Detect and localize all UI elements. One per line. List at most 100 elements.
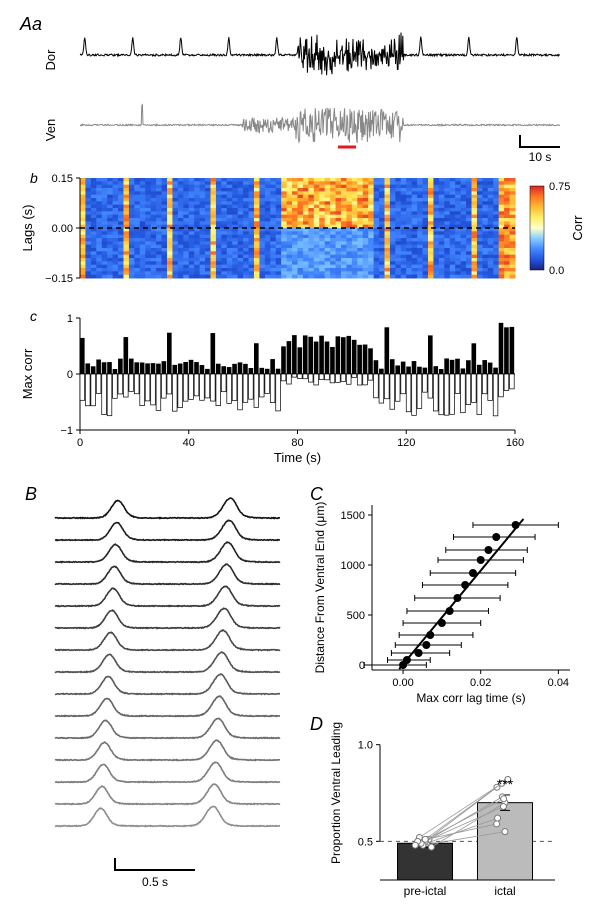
maxcorr-bar-neg [510, 374, 515, 389]
point-C [426, 631, 434, 639]
maxcorr-bar-pos [298, 347, 303, 374]
maxcorr-bar-neg [357, 374, 362, 385]
maxcorr-bar-neg [238, 374, 243, 410]
maxcorr-bar-pos [292, 335, 297, 374]
maxcorr-bar-neg [428, 374, 433, 398]
point-C [453, 594, 461, 602]
maxcorr-bar-pos [439, 369, 444, 374]
maxcorr-bar-pos [368, 348, 373, 374]
maxcorr-bar-neg [85, 374, 90, 406]
maxcorr-bar-neg [417, 374, 422, 408]
maxcorr-bar-neg [368, 374, 373, 380]
ylabel-Ac: Max corr [20, 348, 35, 399]
ven-label: Ven [43, 119, 58, 141]
point-C [477, 556, 485, 564]
colorbar [530, 186, 544, 270]
maxcorr-bar-neg [385, 374, 390, 399]
point-C [484, 546, 492, 554]
maxcorr-bar-neg [221, 374, 226, 392]
xtick-Ac: 80 [291, 437, 303, 449]
maxcorr-bar-neg [412, 374, 417, 415]
maxcorr-bar-pos [455, 359, 460, 374]
maxcorr-bar-pos [200, 365, 205, 374]
maxcorr-bar-neg [178, 374, 183, 408]
maxcorr-bar-pos [151, 363, 156, 374]
maxcorr-bar-pos [172, 365, 177, 374]
maxcorr-bar-neg [330, 374, 335, 383]
maxcorr-bar-neg [433, 374, 438, 411]
xtick-Ac: 40 [183, 437, 195, 449]
maxcorr-bar-neg [113, 374, 118, 398]
maxcorr-bar-pos [341, 337, 346, 374]
maxcorr-bar-pos [205, 369, 210, 374]
maxcorr-bar-pos [346, 336, 351, 374]
maxcorr-bar-pos [85, 363, 90, 374]
panelA-label: Aa [19, 14, 42, 34]
maxcorr-bar-pos [96, 360, 101, 374]
maxcorr-bar-pos [450, 360, 455, 374]
maxcorr-bar-neg [466, 374, 471, 405]
maxcorr-bar-neg [259, 374, 264, 397]
maxcorr-bar-neg [151, 374, 156, 405]
maxcorr-bar-pos [433, 366, 438, 374]
maxcorr-bar-pos [417, 367, 422, 374]
maxcorr-bar-pos [129, 359, 134, 374]
maxcorr-bar-neg [129, 374, 134, 391]
maxcorr-bar-pos [303, 335, 308, 374]
maxcorr-bar-pos [243, 364, 248, 374]
panelAc-label: c [30, 308, 37, 324]
maxcorr-bar-pos [189, 360, 194, 374]
maxcorr-bar-neg [352, 374, 357, 377]
maxcorr-bar-pos [265, 369, 270, 374]
maxcorr-bar-pos [183, 362, 188, 374]
maxcorr-bar-pos [308, 337, 313, 374]
maxcorr-bar-neg [346, 374, 351, 384]
maxcorr-bar-neg [499, 374, 504, 397]
maxcorr-bar-pos [352, 340, 357, 374]
maxcorr-bar-neg [167, 374, 172, 394]
maxcorr-bar-neg [374, 374, 379, 398]
maxcorr-bar-neg [461, 374, 466, 413]
point-C [403, 656, 411, 664]
maxcorr-bar-pos [178, 364, 183, 374]
maxcorr-bar-pos [281, 346, 286, 374]
maxcorr-bar-pos [412, 361, 417, 374]
maxcorr-bar-pos [80, 338, 85, 374]
xlabel-C: Max corr lag time (s) [416, 691, 525, 705]
maxcorr-bar-pos [363, 345, 368, 374]
ytick-C: 1500 [341, 510, 365, 522]
maxcorr-bar-pos [390, 359, 395, 374]
maxcorr-bar-neg [140, 374, 145, 406]
maxcorr-bar-pos [379, 369, 384, 374]
maxcorr-bar-pos [357, 345, 362, 374]
maxcorr-bar-pos [167, 333, 172, 374]
maxcorr-bar-pos [406, 367, 411, 374]
xtick-Ac: 0 [77, 437, 83, 449]
pair-point [428, 844, 434, 850]
maxcorr-bar-pos [401, 362, 406, 374]
sig-D: *** [497, 776, 514, 792]
ytick-Ab: −0.15 [45, 273, 73, 285]
maxcorr-bar-neg [298, 374, 303, 379]
ytick-D: 0.5 [358, 836, 373, 848]
maxcorr-bar-neg [477, 374, 482, 414]
maxcorr-bar-pos [270, 359, 275, 374]
maxcorr-bar-pos [466, 360, 471, 374]
maxcorr-bar-neg [488, 374, 493, 400]
maxcorr-bar-neg [134, 374, 139, 394]
maxcorr-bar-neg [107, 374, 112, 416]
ylabel-D: Proportion Ventral Leading [329, 722, 343, 864]
ytick-Ac: −1 [60, 425, 73, 437]
ytick-Ac: 1 [67, 313, 73, 325]
maxcorr-bar-pos [444, 358, 449, 374]
maxcorr-bar-pos [472, 343, 477, 374]
maxcorr-bar-pos [227, 367, 232, 374]
point-C [512, 521, 520, 529]
xtick-Ac: 120 [397, 437, 415, 449]
point-C [469, 569, 477, 577]
maxcorr-bar-pos [423, 368, 428, 374]
pair-point [500, 804, 506, 810]
pair-point [495, 815, 501, 821]
ytick-Ab: 0.00 [52, 223, 73, 235]
maxcorr-bar-pos [91, 366, 96, 374]
